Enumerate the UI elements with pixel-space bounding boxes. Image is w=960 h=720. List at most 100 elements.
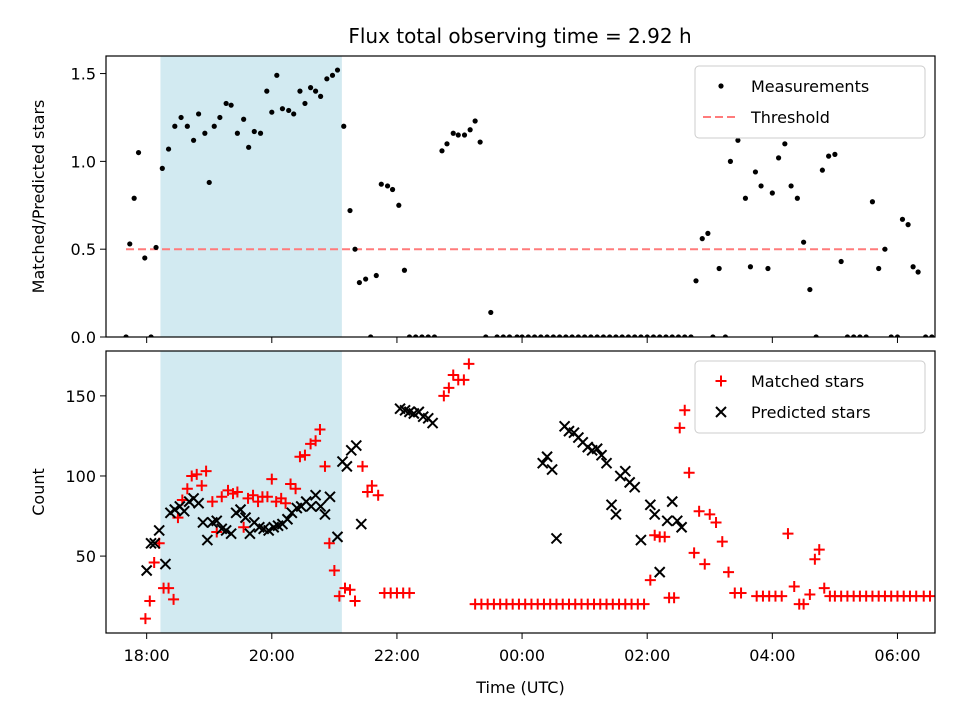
data-point: [244, 527, 256, 540]
data-point: [246, 144, 252, 150]
data-point: [368, 334, 374, 337]
data-point: [140, 564, 153, 577]
data-point: [211, 526, 223, 538]
data-point: [144, 595, 156, 607]
data-point: [231, 486, 243, 498]
data-point: [638, 598, 650, 610]
data-point: [716, 536, 728, 548]
x-tick-label: 22:00: [374, 646, 420, 665]
data-point: [550, 532, 563, 545]
data-point: [857, 334, 863, 337]
data-point: [455, 132, 461, 138]
data-point: [514, 334, 520, 337]
data-point: [220, 524, 232, 537]
data-point: [349, 595, 361, 607]
data-point: [575, 334, 581, 337]
data-point: [318, 93, 324, 99]
data-point: [299, 449, 311, 461]
data-point: [758, 183, 764, 189]
data-point: [310, 435, 322, 447]
data-point: [844, 334, 851, 337]
data-point: [352, 246, 358, 252]
data-point: [649, 529, 661, 541]
data-point: [149, 537, 161, 549]
legend-marker-measurements: [718, 83, 724, 89]
data-point: [663, 334, 669, 337]
data-point: [477, 139, 483, 145]
legend-label: Matched stars: [751, 372, 864, 391]
data-point: [794, 195, 800, 201]
data-point: [809, 553, 821, 565]
data-point: [206, 496, 218, 508]
data-point: [832, 151, 838, 157]
data-point: [619, 465, 632, 477]
data-point: [165, 146, 172, 152]
data-point: [727, 158, 734, 164]
data-point: [541, 451, 553, 463]
data-point: [363, 276, 369, 282]
data-point: [286, 107, 292, 114]
data-point: [247, 489, 259, 501]
data-point: [607, 334, 613, 337]
data-point: [735, 137, 741, 143]
data-point: [196, 480, 208, 492]
data-point: [431, 334, 438, 337]
y-tick-label: 100: [65, 467, 96, 486]
data-point: [644, 499, 657, 511]
data-point: [223, 100, 229, 107]
series-predicted-stars: [140, 402, 688, 578]
x-tick-label: 04:00: [749, 646, 795, 665]
data-point: [403, 587, 415, 599]
data-point: [389, 186, 396, 193]
data-point: [269, 109, 275, 115]
data-point: [169, 503, 181, 516]
data-point: [705, 230, 711, 236]
data-point: [279, 106, 286, 112]
data-point: [439, 148, 445, 154]
plot-area: [123, 56, 935, 337]
data-point: [915, 269, 921, 275]
data-point: [605, 499, 618, 511]
data-point: [679, 404, 691, 416]
data-point: [682, 334, 688, 337]
data-point: [290, 483, 302, 495]
data-point: [674, 422, 686, 434]
data-point: [123, 334, 129, 337]
data-point: [723, 566, 735, 578]
data-point: [563, 334, 569, 337]
data-point: [314, 424, 326, 436]
data-point: [251, 128, 257, 135]
data-point: [362, 486, 374, 498]
data-point: [894, 334, 901, 337]
legend-label: Measurements: [751, 77, 869, 96]
data-point: [506, 334, 513, 337]
x-axis-label: Time (UTC): [475, 678, 564, 697]
data-point: [202, 130, 208, 136]
data-point: [899, 216, 906, 222]
data-point: [127, 241, 133, 247]
data-point: [159, 165, 165, 171]
data-point: [191, 468, 203, 480]
data-point: [752, 169, 759, 175]
data-point: [807, 286, 813, 293]
data-point: [228, 102, 234, 108]
data-point: [200, 465, 212, 477]
data-point: [742, 195, 749, 201]
data-point: [334, 67, 341, 73]
data-point: [239, 511, 252, 524]
data-point: [625, 334, 632, 337]
data-point: [716, 265, 722, 272]
data-point: [195, 111, 202, 117]
legend-box: [694, 360, 926, 434]
data-point: [192, 497, 205, 509]
data-point: [693, 278, 699, 284]
data-point: [569, 334, 575, 337]
data-point: [788, 581, 800, 593]
data-point: [329, 72, 336, 78]
data-point: [813, 334, 819, 337]
data-point: [148, 334, 154, 337]
data-point: [788, 183, 794, 189]
data-point: [657, 334, 663, 337]
data-point: [818, 582, 830, 594]
data-point: [650, 334, 657, 337]
